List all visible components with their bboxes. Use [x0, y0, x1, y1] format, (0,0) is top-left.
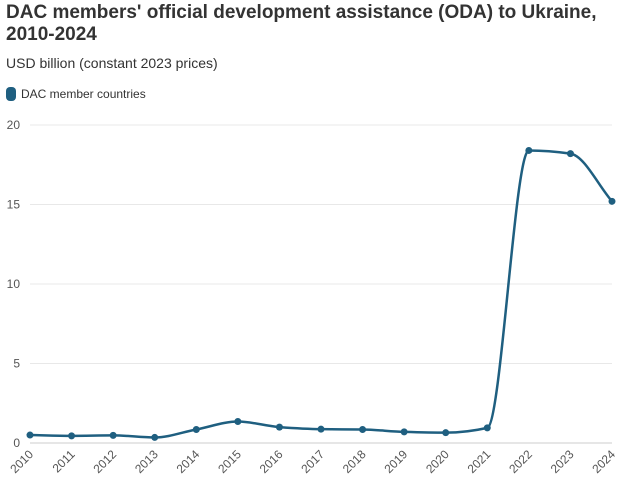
y-tick-label: 10 [7, 277, 21, 291]
y-tick-label: 15 [7, 198, 21, 212]
x-axis: 2010 2011 2012 2013 2014 2015 2016 2017 2018 2019… [7, 447, 618, 476]
legend-swatch [6, 87, 16, 101]
data-point[interactable] [400, 428, 408, 436]
y-tick-label: 0 [13, 436, 20, 450]
x-tick-label: 2011 [50, 447, 78, 475]
series-line [29, 149, 613, 439]
x-tick-label: 2010 [7, 447, 36, 476]
x-tick-label: 2012 [90, 447, 119, 476]
x-tick-label: 2022 [506, 447, 535, 476]
chart-legend: DAC member countries [6, 87, 146, 101]
data-point[interactable] [525, 146, 533, 154]
data-point[interactable] [566, 150, 574, 158]
data-point[interactable] [192, 425, 200, 433]
x-tick-label: 2024 [589, 447, 618, 476]
x-tick-label: 2016 [257, 447, 286, 476]
chart-subtitle: USD billion (constant 2023 prices) [6, 55, 218, 71]
y-tick-label: 5 [13, 357, 20, 371]
data-point[interactable] [234, 418, 242, 426]
data-point[interactable] [26, 431, 34, 439]
legend-label: DAC member countries [21, 87, 146, 101]
x-tick-label: 2021 [465, 447, 494, 476]
x-tick-label: 2019 [381, 447, 410, 476]
x-tick-label: 2018 [340, 447, 369, 476]
series-layer [26, 146, 616, 441]
data-point[interactable] [483, 424, 491, 432]
data-point[interactable] [68, 432, 76, 440]
x-tick-label: 2020 [423, 447, 452, 476]
data-point[interactable] [275, 423, 283, 431]
grid-lines [30, 124, 612, 444]
x-tick-label: 2015 [215, 447, 244, 476]
chart-title: DAC members' official development assist… [6, 2, 597, 45]
data-point[interactable] [109, 431, 117, 439]
data-point[interactable] [359, 425, 367, 433]
x-tick-label: 2023 [548, 447, 577, 476]
x-tick-label: 2017 [298, 447, 327, 476]
data-point[interactable] [442, 429, 450, 437]
y-tick-label: 20 [7, 118, 21, 132]
data-point[interactable] [317, 425, 325, 433]
data-point[interactable] [151, 433, 159, 441]
data-point[interactable] [608, 197, 616, 205]
x-tick-label: 2013 [132, 447, 161, 476]
x-tick-label: 2014 [174, 447, 203, 476]
y-axis: 0 5 10 15 20 [7, 118, 21, 450]
